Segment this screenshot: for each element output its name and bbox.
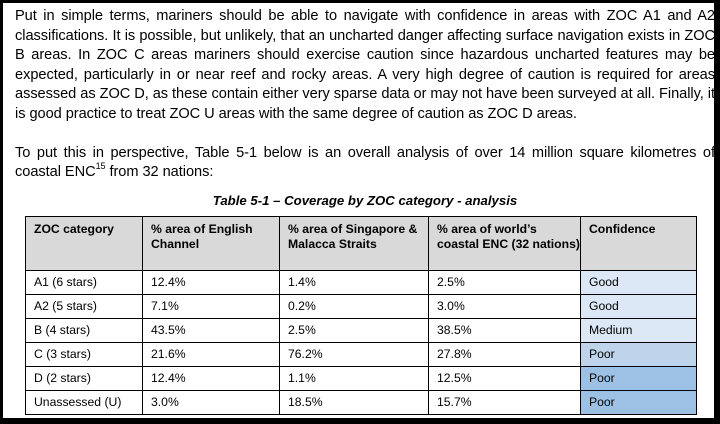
table-row: Unassessed (U) 3.0% 18.5% 15.7% Poor <box>25 390 697 415</box>
cell-english-channel: 3.0% <box>142 390 280 415</box>
cell-world-coastal-enc: 38.5% <box>428 318 581 343</box>
cell-confidence: Poor <box>580 366 697 391</box>
cell-singapore-malacca: 2.5% <box>279 318 429 343</box>
cell-zoc-category: Unassessed (U) <box>25 390 143 415</box>
cell-world-coastal-enc: 12.5% <box>428 366 581 391</box>
table-header-row: ZOC category % area of English Channel %… <box>25 216 697 271</box>
cell-english-channel: 12.4% <box>142 270 280 295</box>
cell-zoc-category: A1 (6 stars) <box>25 270 143 295</box>
cell-world-coastal-enc: 15.7% <box>428 390 581 415</box>
paragraph-perspective-text-end: from 32 nations: <box>105 164 214 181</box>
cell-world-coastal-enc: 2.5% <box>428 270 581 295</box>
cell-singapore-malacca: 0.2% <box>279 294 429 319</box>
table-row: A2 (5 stars) 7.1% 0.2% 3.0% Good <box>25 294 697 319</box>
cell-english-channel: 21.6% <box>142 342 280 367</box>
cell-zoc-category: A2 (5 stars) <box>25 294 143 319</box>
footnote-reference[interactable]: 15 <box>95 161 106 172</box>
table-row: B (4 stars) 43.5% 2.5% 38.5% Medium <box>25 318 697 343</box>
cell-singapore-malacca: 1.4% <box>279 270 429 295</box>
cell-english-channel: 43.5% <box>142 318 280 343</box>
cell-zoc-category: D (2 stars) <box>25 366 143 391</box>
cell-english-channel: 7.1% <box>142 294 280 319</box>
cell-confidence: Medium <box>580 318 697 343</box>
cell-confidence: Good <box>580 270 697 295</box>
cell-singapore-malacca: 1.1% <box>279 366 429 391</box>
header-zoc-category: ZOC category <box>25 216 143 271</box>
cell-singapore-malacca: 18.5% <box>279 390 429 415</box>
table-row: D (2 stars) 12.4% 1.1% 12.5% Poor <box>25 366 697 391</box>
paragraph-perspective-text: To put this in perspective, Table 5-1 be… <box>15 144 715 181</box>
cell-world-coastal-enc: 27.8% <box>428 342 581 367</box>
table-caption: Table 5-1 – Coverage by ZOC category - a… <box>212 193 518 208</box>
cell-singapore-malacca: 76.2% <box>279 342 429 367</box>
paragraph-zoc-guidance: Put in simple terms, mariners should be … <box>15 8 715 122</box>
zoc-coverage-table: ZOC category % area of English Channel %… <box>25 216 697 415</box>
header-confidence: Confidence <box>580 216 697 271</box>
table-row: A1 (6 stars) 12.4% 1.4% 2.5% Good <box>25 270 697 295</box>
header-singapore-malacca: % area of Singapore & Malacca Straits <box>279 216 429 271</box>
header-english-channel: % area of English Channel <box>142 216 280 271</box>
header-world-coastal-enc: % area of world’s coastal ENC (32 nation… <box>428 216 581 271</box>
cell-zoc-category: B (4 stars) <box>25 318 143 343</box>
table-row: C (3 stars) 21.6% 76.2% 27.8% Poor <box>25 342 697 367</box>
document-body: Put in simple terms, mariners should be … <box>15 7 715 415</box>
paragraph-perspective: To put this in perspective, Table 5-1 be… <box>15 144 715 183</box>
cell-world-coastal-enc: 3.0% <box>428 294 581 319</box>
cell-confidence: Poor <box>580 342 697 367</box>
cell-english-channel: 12.4% <box>142 366 280 391</box>
cell-zoc-category: C (3 stars) <box>25 342 143 367</box>
cell-confidence: Good <box>580 294 697 319</box>
cell-confidence: Poor <box>580 390 697 415</box>
